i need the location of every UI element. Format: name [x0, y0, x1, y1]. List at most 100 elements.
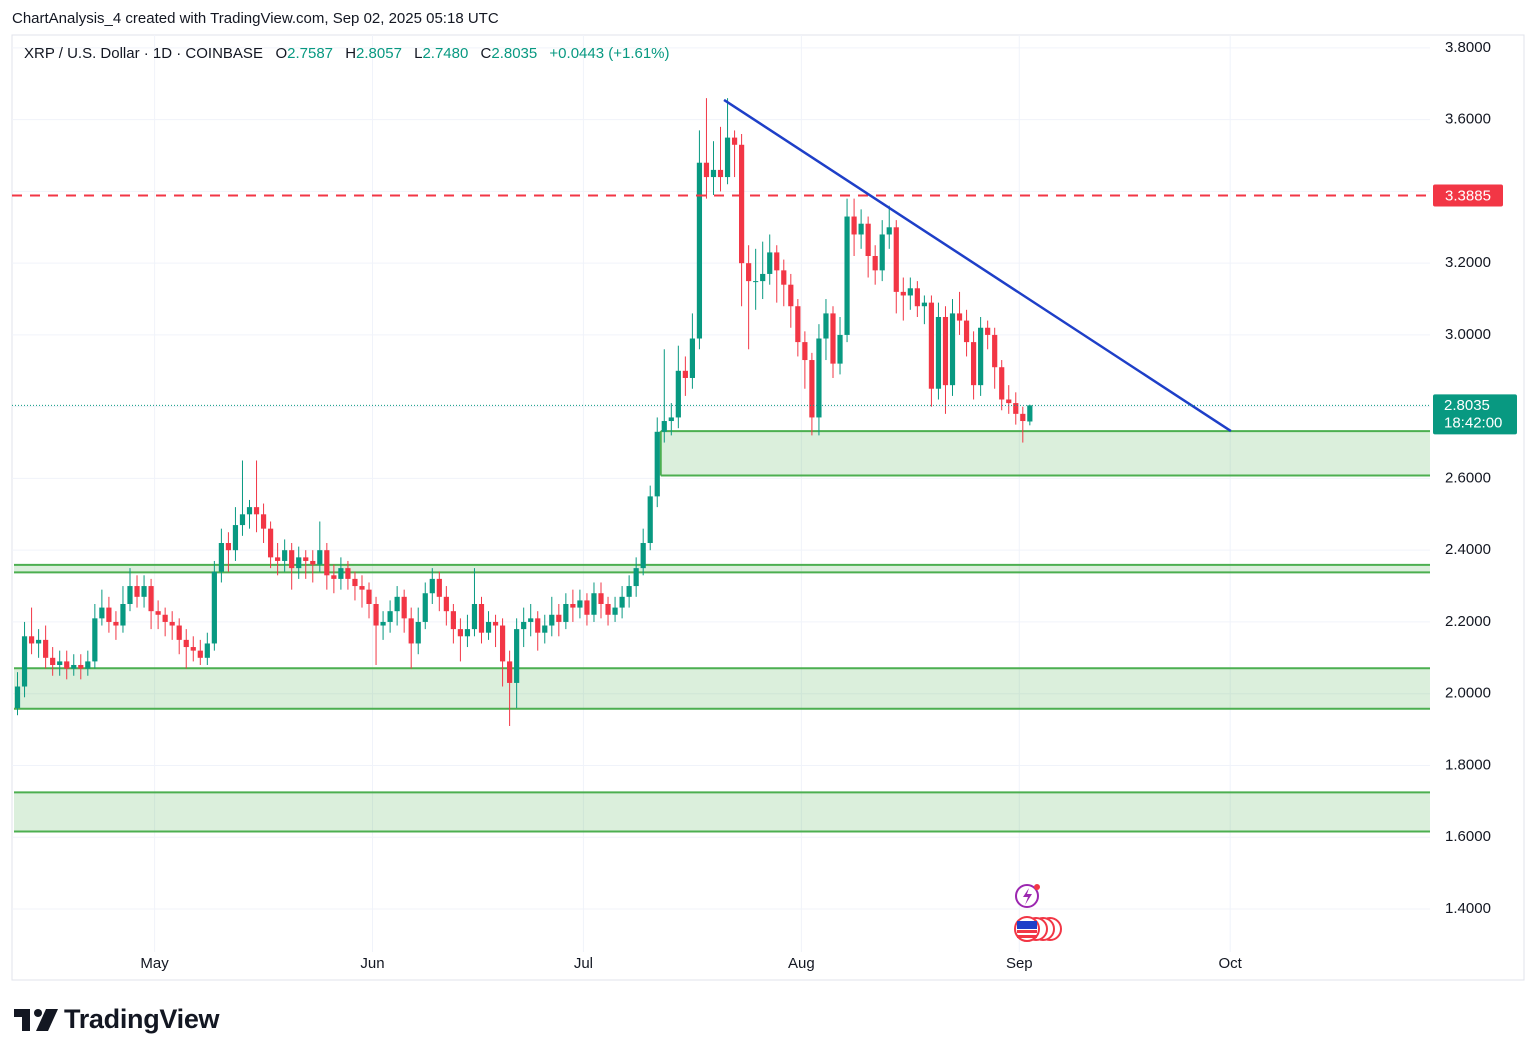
ohlc-key: O: [275, 45, 288, 62]
candle-body: [296, 557, 302, 569]
candle-body: [57, 661, 63, 665]
candle-body: [781, 270, 787, 285]
candle-body: [640, 543, 646, 569]
candle-body: [380, 621, 386, 626]
y-tick-label: 3.0000: [1445, 326, 1491, 343]
y-tick-label: 2.4000: [1445, 541, 1491, 558]
candle-body: [176, 625, 182, 640]
candle-body: [183, 639, 189, 648]
candle-body: [1013, 403, 1019, 414]
candle-body: [837, 334, 843, 364]
candle-body: [717, 169, 724, 178]
candle-body: [710, 169, 717, 178]
candle-body: [844, 216, 850, 335]
event-icon-bolt: [1023, 888, 1032, 905]
candle-body: [914, 288, 920, 307]
candle-body: [499, 625, 506, 662]
axes: 1.4000 1.6000 1.8000 2.0000 2.2000 2.4000 2.60…: [140, 39, 1517, 972]
candle-body: [267, 528, 274, 558]
ohlc-key: L: [414, 45, 423, 62]
y-tick-label: 3.2000: [1445, 254, 1491, 271]
candle-body: [373, 603, 379, 626]
candle-body: [999, 367, 1005, 400]
candle-body: [275, 557, 281, 561]
candle-body: [612, 607, 618, 615]
x-tick-label: May: [140, 955, 169, 972]
candle-body: [387, 611, 393, 622]
candle-body: [605, 603, 611, 615]
flag-part: [1017, 935, 1037, 938]
ohlc-value: 2.7587: [287, 45, 334, 62]
candle-body: [492, 621, 499, 626]
logo-part: [36, 1008, 58, 1031]
candle-body: [598, 593, 604, 604]
candle-body: [78, 664, 84, 669]
candle-body: [795, 306, 801, 343]
y-tick-label: 3.8000: [1445, 39, 1491, 56]
candle-body: [120, 603, 126, 626]
candle-body: [324, 550, 330, 576]
candle-body: [739, 144, 745, 264]
candle-body: [106, 607, 112, 622]
last-price-box: [1433, 394, 1517, 435]
support-zone: [660, 431, 1430, 476]
candle-body: [246, 507, 253, 515]
candle-body: [514, 629, 520, 683]
candle-body: [851, 216, 857, 235]
candle-body: [633, 568, 639, 587]
candle-body: [148, 586, 154, 612]
candle-body: [556, 614, 562, 622]
candle-body: [746, 263, 752, 282]
y-tick-label: 1.4000: [1445, 900, 1491, 917]
candle-body: [359, 586, 365, 590]
caption: ChartAnalysis_4 created with TradingView…: [12, 10, 499, 27]
y-tick-label: 2.2000: [1445, 613, 1491, 630]
candle-body: [886, 227, 892, 235]
candle-body: [450, 611, 456, 630]
event-icons: [1014, 884, 1062, 942]
candle-body: [415, 621, 421, 644]
candle-body: [457, 629, 464, 637]
ohlc-key: H: [345, 45, 357, 62]
grid: [12, 35, 1430, 952]
candle-body: [696, 162, 703, 339]
candle-body: [865, 223, 871, 256]
candle-body: [429, 578, 435, 594]
candle-body: [682, 370, 688, 378]
ohlc-key: C: [480, 45, 492, 62]
candle-body: [408, 618, 414, 644]
candle-body: [331, 575, 337, 579]
last-price-label: 2.8035: [1444, 397, 1490, 414]
logo-part: [14, 1008, 30, 1031]
logo[interactable]: TradingView: [14, 1004, 220, 1035]
trendline: [723, 98, 1232, 433]
candle-body: [218, 543, 224, 572]
candle-body: [823, 313, 829, 339]
candle-body: [464, 629, 471, 637]
candle-body: [1027, 405, 1033, 422]
y-tick-label: 1.8000: [1445, 756, 1491, 773]
candle-body: [978, 327, 984, 386]
candle-body: [155, 611, 161, 615]
candle-body: [591, 593, 597, 615]
candle-body: [239, 514, 246, 526]
candle-body: [113, 621, 119, 626]
candle-body: [190, 647, 196, 651]
candle-body: [830, 313, 836, 364]
candle-body: [394, 596, 400, 612]
candle-body: [1020, 413, 1026, 422]
candle-body: [767, 252, 773, 274]
candle-body: [535, 618, 541, 633]
candle-body: [485, 621, 492, 633]
candle-body: [900, 291, 906, 296]
candle-body: [310, 560, 316, 565]
candle-body: [724, 137, 731, 178]
x-tick-label: Oct: [1219, 955, 1243, 972]
support-zone: [14, 668, 1430, 709]
support-zone: [14, 792, 1430, 832]
candle-body: [858, 223, 864, 235]
candle-body: [528, 618, 534, 622]
candle-body: [317, 550, 323, 565]
candle-body: [753, 281, 759, 283]
candle-body: [352, 578, 358, 587]
